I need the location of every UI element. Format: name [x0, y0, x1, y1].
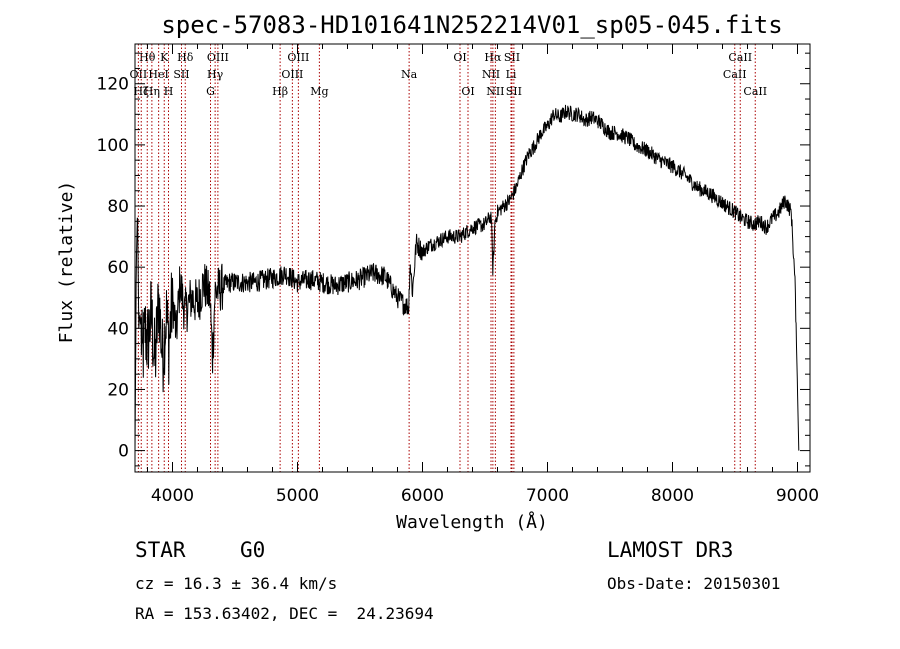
line-marker-label-23: Li [506, 68, 517, 81]
line-marker-label-10: Hγ [207, 68, 224, 81]
y-tick-label-5: 100 [97, 136, 129, 156]
chart-title: spec-57083-HD101641N252214V01_sp05-045.f… [161, 11, 782, 39]
line-marker-label-22: SII [504, 51, 520, 64]
y-tick-label-2: 40 [107, 319, 129, 339]
line-marker-label-12: OIII [287, 51, 309, 64]
y-tick-label-1: 20 [107, 380, 129, 400]
line-marker-label-27: CaII [743, 85, 767, 98]
x-tick-label-4: 8000 [651, 486, 694, 506]
emission-line-markers: Hθ OII Hζ K HeI Hη Hδ SII H OIII Hγ G OIII OIII Hβ Mg Na… [130, 44, 767, 472]
line-marker-label-2: Hζ [133, 85, 149, 98]
line-marker-label-26: CaII [723, 68, 747, 81]
line-marker-label-13: OIII [281, 68, 303, 81]
line-marker-label-14: Hβ [272, 85, 288, 98]
y-tick-label-4: 80 [107, 197, 129, 217]
spectral-subclass: G0 [240, 538, 266, 562]
sky-coordinates: RA = 153.63402, DEC = 24.23694 [135, 604, 434, 623]
y-tick-label-6: 120 [97, 75, 129, 95]
line-marker-label-4: HeI [148, 68, 168, 81]
line-marker-label-20: NII [482, 68, 500, 81]
line-marker-label-3: K [160, 51, 169, 64]
line-marker-label-18: OI [461, 85, 474, 98]
line-marker-label-5: Hη [144, 85, 160, 98]
plot-frame [134, 43, 811, 473]
line-marker-label-24: SII [506, 85, 522, 98]
line-marker-label-25: CaII [728, 51, 752, 64]
y-tick-label-3: 60 [107, 258, 129, 278]
x-tick-label-0: 4000 [151, 486, 194, 506]
line-marker-label-17: OI [453, 51, 466, 64]
y-tick-label-0: 0 [118, 442, 129, 462]
plot-axes: 4000 5000 6000 7000 8000 9000 0 20 40 60 80 100 120 [97, 43, 819, 506]
line-marker-label-0: Hθ [139, 51, 156, 64]
survey-name: LAMOST DR3 [607, 538, 734, 562]
x-tick-label-3: 7000 [526, 486, 569, 506]
line-marker-label-15: Mg [310, 85, 328, 98]
spectrum-series [134, 104, 800, 451]
x-tick-label-5: 9000 [776, 486, 819, 506]
redshift-cz: cz = 16.3 ± 36.4 km/s [135, 574, 338, 593]
line-marker-label-21: NII [486, 85, 504, 98]
line-marker-label-7: SII [173, 68, 189, 81]
line-marker-label-1: OII [130, 68, 148, 81]
line-marker-label-9: OIII [207, 51, 229, 64]
x-tick-label-1: 5000 [276, 486, 319, 506]
line-marker-label-16: Na [401, 68, 418, 81]
x-tick-label-2: 6000 [401, 486, 444, 506]
line-marker-label-19: Hα [484, 51, 502, 64]
y-axis-label: Flux (relative) [56, 181, 77, 344]
line-marker-label-6: Hδ [177, 51, 194, 64]
line-marker-label-8: H [164, 85, 174, 98]
line-marker-label-11: G [206, 85, 215, 98]
x-axis-label: Wavelength (Å) [396, 511, 548, 533]
object-type: STAR [135, 538, 186, 562]
observation-date: Obs-Date: 20150301 [607, 574, 781, 593]
spectrum-line [134, 104, 800, 451]
